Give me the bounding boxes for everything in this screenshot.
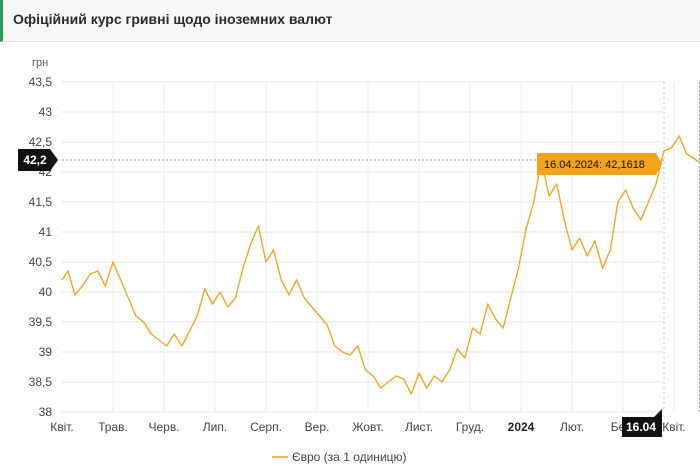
y-tick-label: 41 — [39, 225, 53, 239]
x-tick-label: 2024 — [508, 420, 535, 434]
y-tick-label: 38,5 — [29, 375, 53, 389]
y-tick-label: 38 — [39, 405, 53, 419]
x-tick-label: Жовт. — [352, 420, 383, 434]
y-tick-label: 39,5 — [29, 315, 53, 329]
x-tick-label: Вер. — [305, 420, 330, 434]
x-tick-label: Черв. — [148, 420, 179, 434]
y-tick-label: 43,5 — [29, 75, 53, 89]
y-tick-label: 40,5 — [29, 255, 53, 269]
crosshair-x-flag — [622, 409, 662, 437]
page-title: Офіційний курс гривні щодо іноземних вал… — [13, 11, 333, 27]
y-tick-label: 41,5 — [29, 195, 53, 209]
y-tick-label: 43 — [39, 105, 53, 119]
x-tick-label: Лют. — [560, 420, 584, 434]
page-header: Офіційний курс гривні щодо іноземних вал… — [0, 0, 700, 42]
x-tick-label: Серп. — [250, 420, 282, 434]
y-tick-label: 40 — [39, 285, 53, 299]
crosshair-y-flag — [18, 149, 58, 171]
series-line — [61, 135, 700, 395]
crosshair-x-label: 16.04 — [626, 420, 656, 434]
x-tick-label: Лип. — [203, 420, 227, 434]
x-tick-label: Квіт. — [50, 420, 74, 434]
tooltip-text: 16.04.2024: 42,1618 — [544, 159, 645, 171]
y-tick-label: 42,5 — [29, 135, 53, 149]
x-tick-label: Трав. — [98, 420, 128, 434]
x-tick-label: Квіт. — [662, 420, 686, 434]
y-axis-label: грн — [32, 57, 48, 69]
x-tick-label: Лист. — [405, 420, 433, 434]
tooltip-box — [537, 153, 662, 175]
exchange-rate-chart[interactable]: 3838,53939,54040,54141,54242,54343,5грнК… — [0, 42, 700, 468]
x-tick-label: Груд. — [456, 420, 484, 434]
crosshair-y-label: 42,2 — [23, 153, 47, 167]
legend-label: Євро (за 1 одиницю) — [292, 450, 407, 464]
y-tick-label: 39 — [39, 345, 53, 359]
